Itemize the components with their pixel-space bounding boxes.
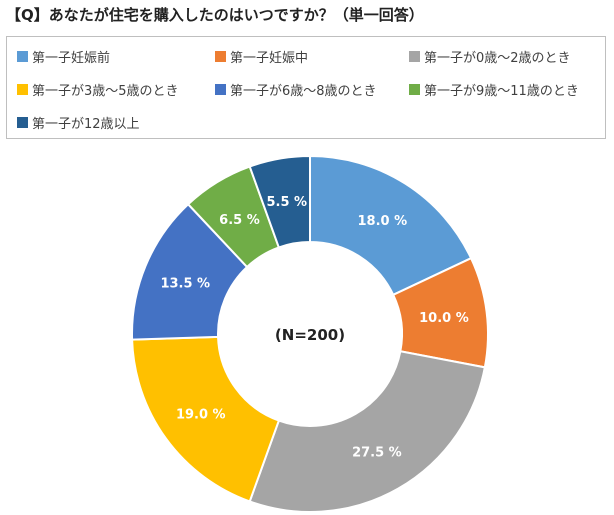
legend-swatch [409, 84, 420, 95]
legend-label: 第一子妊娠前 [32, 51, 111, 66]
legend-label: 第一子が6歳～8歳のとき [230, 84, 377, 99]
slices [131, 154, 489, 513]
legend-item: 第一子が0歳～2歳のとき [409, 47, 571, 66]
slice-labels: 18.0 % 10.0 % 27.5 % 19.0 % 13.5 % 6.5 % 5.5 % [160, 195, 468, 460]
slice-value-label: 19.0 % [176, 407, 226, 422]
legend-item: 第一子が3歳～5歳のとき [17, 80, 179, 99]
legend-swatch [17, 117, 28, 128]
legend-swatch [17, 51, 28, 62]
legend-swatch [215, 51, 226, 62]
legend-item: 第一子が12歳以上 [17, 113, 140, 132]
legend-swatch [17, 84, 28, 95]
slice-value-label: 10.0 % [419, 311, 469, 326]
slice-value-label: 5.5 % [266, 195, 307, 210]
legend-item: 第一子妊娠中 [215, 47, 308, 66]
legend-item: 第一子が6歳～8歳のとき [215, 80, 377, 99]
center-label: (N=200) [275, 326, 345, 344]
slice-value-label: 27.5 % [352, 445, 402, 460]
legend-item: 第一子妊娠前 [17, 47, 110, 66]
donut-slice [309, 154, 473, 297]
legend-swatch [215, 84, 226, 95]
legend-label: 第一子妊娠中 [230, 51, 309, 66]
donut-slice [248, 154, 311, 249]
slice-value-label: 6.5 % [219, 213, 260, 228]
slice-value-label: 13.5 % [160, 276, 210, 291]
chart-title: 【Q】あなたが住宅を購入したのはいつですか？（単一回答） [6, 6, 424, 24]
legend-swatch [409, 51, 420, 62]
legend: 第一子妊娠前 第一子妊娠中 第一子が0歳～2歳のとき 第一子が3歳～5歳のとき … [6, 36, 606, 139]
legend-label: 第一子が3歳～5歳のとき [32, 84, 179, 99]
legend-label: 第一子が0歳～2歳のとき [424, 51, 571, 66]
donut-slice [248, 350, 487, 513]
slice-value-label: 18.0 % [358, 214, 408, 229]
legend-label: 第一子が12歳以上 [32, 117, 140, 132]
legend-item: 第一子が9歳～11歳のとき [409, 80, 579, 99]
legend-label: 第一子が9歳～11歳のとき [424, 84, 579, 99]
donut-slice [131, 335, 281, 503]
